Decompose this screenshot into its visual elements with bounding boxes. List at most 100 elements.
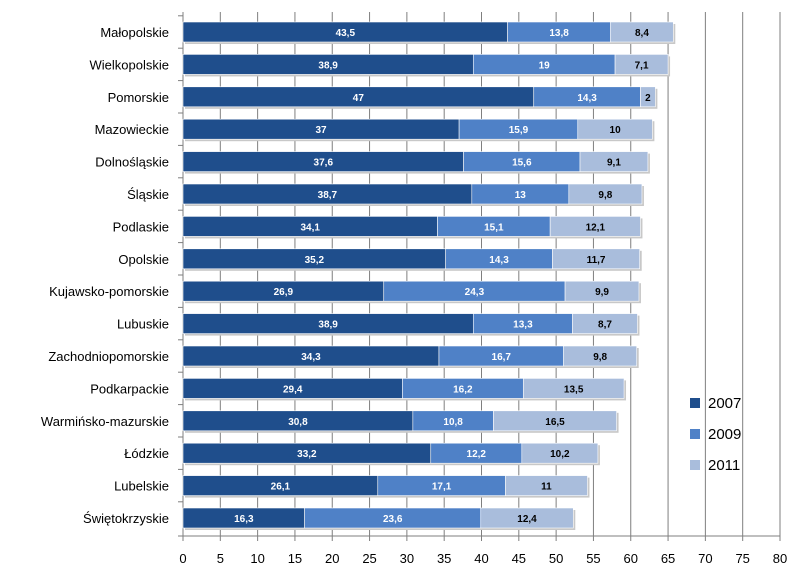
x-tick-label: 20 — [325, 551, 339, 566]
data-label: 11 — [541, 482, 552, 493]
data-label: 34,3 — [301, 352, 321, 363]
category-label: Świętokrzyskie — [83, 511, 169, 526]
x-tick-label: 65 — [661, 551, 675, 566]
data-label: 19 — [539, 60, 551, 71]
x-tick-label: 15 — [288, 551, 302, 566]
x-tick-label: 10 — [250, 551, 264, 566]
legend-swatch-2011 — [690, 460, 700, 470]
bar-segment-2011 — [563, 345, 638, 367]
category-labels: Małopolskie Wielkopolskie Pomorskie Mazowie… — [41, 15, 183, 526]
data-label: 23,6 — [383, 514, 403, 525]
data-label: 9,8 — [593, 352, 607, 363]
bar-segment-2011 — [480, 507, 574, 529]
data-label: 13,3 — [513, 320, 533, 331]
data-label: 12,2 — [467, 449, 487, 460]
category-label: Kujawsko-pomorskie — [49, 284, 169, 299]
x-tick-label: 50 — [549, 551, 563, 566]
category-label: Łódzkie — [124, 446, 169, 461]
data-label: 34,1 — [301, 222, 321, 233]
data-label: 24,3 — [465, 287, 485, 298]
bar-segment-2011 — [572, 313, 638, 334]
data-label: 37 — [315, 125, 327, 136]
data-label: 10,2 — [550, 449, 570, 460]
data-label: 16,7 — [492, 352, 512, 363]
x-tick-label: 60 — [624, 551, 638, 566]
data-label: 33,2 — [297, 449, 317, 460]
bar-segment-2011 — [568, 183, 643, 205]
data-label: 47 — [353, 93, 365, 104]
data-label: 26,9 — [274, 287, 294, 298]
data-label: 15,1 — [484, 222, 504, 233]
bar-segment-2011 — [493, 410, 617, 432]
data-label: 38,9 — [318, 60, 338, 71]
data-label: 9,9 — [595, 287, 609, 298]
bars: 43,5 13,8 8,4 38,9 19 7,1 47 14,3 2 37 15,9 10 37,6 1… — [182, 21, 676, 530]
data-label: 16,5 — [545, 417, 565, 428]
category-label: Wielkopolskie — [90, 57, 169, 72]
data-label: 15,9 — [509, 125, 529, 136]
x-tick-label: 30 — [400, 551, 414, 566]
data-label: 30,8 — [288, 417, 308, 428]
category-label: Mazowieckie — [95, 122, 169, 137]
legend-label-2011: 2011 — [708, 457, 740, 474]
x-tick-label: 5 — [217, 551, 224, 566]
data-label: 12,4 — [517, 514, 537, 525]
bar-segment-2011 — [521, 442, 599, 464]
data-label: 26,1 — [271, 482, 291, 493]
category-label: Lubuskie — [117, 317, 169, 332]
data-label: 14,3 — [577, 93, 597, 104]
x-tick-label: 40 — [474, 551, 488, 566]
data-label: 7,1 — [635, 60, 649, 71]
data-label: 9,1 — [607, 158, 621, 169]
data-label: 35,2 — [305, 255, 325, 266]
category-label: Opolskie — [118, 252, 169, 267]
data-label: 16,3 — [234, 514, 254, 525]
legend-label-2009: 2009 — [708, 426, 741, 443]
category-label: Warmińsko-mazurskie — [41, 414, 169, 429]
data-label: 16,2 — [453, 384, 473, 395]
category-label: Dolnośląskie — [95, 155, 169, 170]
x-tick-label: 80 — [773, 551, 787, 566]
x-tick-label: 75 — [735, 551, 749, 566]
bar-segment-2011 — [577, 118, 653, 140]
data-label: 13,5 — [564, 384, 584, 395]
bar-segment-2011 — [549, 216, 641, 237]
data-label: 15,6 — [512, 158, 532, 169]
x-tick-label: 45 — [512, 551, 526, 566]
bar-segment-2011 — [564, 280, 640, 302]
data-label: 11,7 — [587, 255, 606, 266]
data-label: 13 — [515, 190, 527, 201]
legend-swatch-2009 — [690, 429, 700, 439]
legend-swatch-2007 — [690, 398, 700, 408]
data-label: 38,9 — [318, 320, 338, 331]
bar-segment-2011 — [505, 475, 588, 496]
data-label: 43,5 — [336, 28, 356, 39]
bar-segment-2011 — [614, 54, 669, 75]
data-label: 37,6 — [314, 158, 334, 169]
x-tick-label: 35 — [437, 551, 451, 566]
bar-segment-2011 — [552, 248, 641, 270]
category-label: Pomorskie — [108, 90, 169, 105]
x-axis-ticks: 0 5 10 15 20 25 30 35 40 45 50 55 60 65 70 75 80 — [179, 536, 787, 566]
bar-segment-2011 — [640, 86, 656, 108]
x-tick-label: 55 — [586, 551, 600, 566]
data-label: 2 — [645, 93, 651, 104]
legend: 2007 2009 2011 — [690, 395, 741, 474]
bar-segment-2011 — [610, 21, 674, 43]
category-label: Śląskie — [127, 187, 169, 202]
data-label: 8,7 — [598, 320, 612, 331]
data-label: 10 — [610, 125, 622, 136]
data-label: 29,4 — [283, 384, 303, 395]
data-label: 8,4 — [635, 28, 649, 39]
category-label: Zachodniopomorskie — [48, 349, 169, 364]
data-label: 38,7 — [318, 190, 338, 201]
category-label: Podlaskie — [113, 219, 169, 234]
category-label: Małopolskie — [100, 25, 169, 40]
x-tick-label: 70 — [698, 551, 712, 566]
data-label: 17,1 — [432, 482, 452, 493]
category-label: Podkarpackie — [90, 381, 169, 396]
data-label: 10,8 — [443, 417, 463, 428]
data-label: 13,8 — [549, 28, 569, 39]
legend-label-2007: 2007 — [708, 395, 741, 412]
